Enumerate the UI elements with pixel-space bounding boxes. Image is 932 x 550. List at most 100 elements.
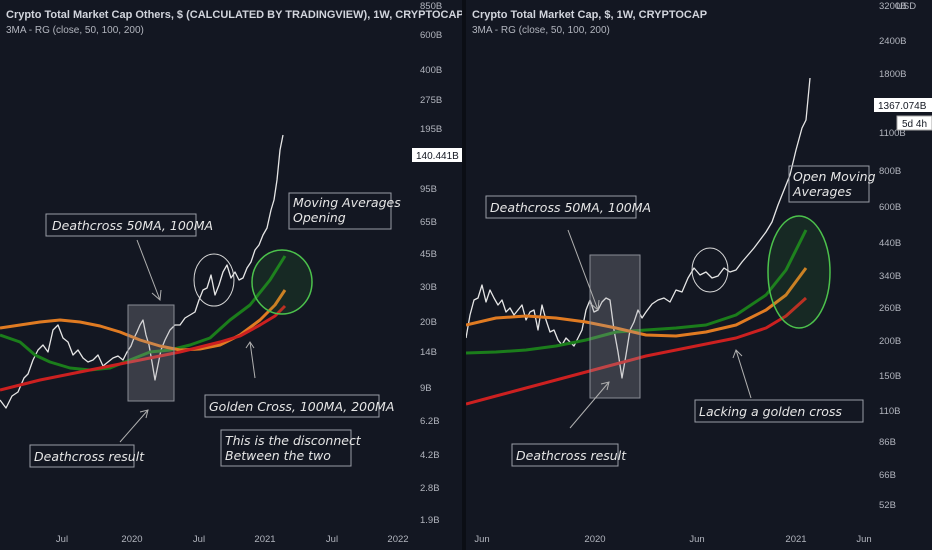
y-tick-label: 600B <box>420 30 442 41</box>
arrow-lacking-head <box>732 349 743 359</box>
price-circle-highlight <box>691 247 729 293</box>
y-axis-unit: USD <box>896 1 916 12</box>
left-chart-title: Crypto Total Market Cap Others, $ (CALCU… <box>6 9 462 21</box>
arrow-result-head <box>139 409 149 419</box>
y-tick-label: 86B <box>879 437 896 448</box>
y-tick-label: 4.2B <box>420 450 440 461</box>
left-chart-panel[interactable]: Deathcross 50MA, 100MA Moving Averages O… <box>0 0 462 550</box>
last-price-badge <box>412 148 462 162</box>
y-tick-label: 340B <box>879 271 901 282</box>
x-tick-label: 2020 <box>121 534 142 545</box>
y-tick-label: 1100B <box>879 128 906 139</box>
y-tick-label: 1800B <box>879 69 906 80</box>
y-tick-label: 30B <box>420 282 437 293</box>
x-tick-label: Jul <box>56 534 68 545</box>
x-tick-label: Jun <box>856 534 871 545</box>
y-tick-label: 260B <box>879 303 901 314</box>
y-tick-label: 150B <box>879 371 901 382</box>
arrow-result <box>119 409 149 443</box>
y-tick-label: 200B <box>879 336 901 347</box>
annot-box-open-ma <box>788 165 870 203</box>
deathcross-highlight-box <box>589 254 641 399</box>
x-tick-label: 2021 <box>254 534 275 545</box>
arrow-result <box>569 381 610 429</box>
series-ma200 <box>0 304 287 392</box>
y-tick-label: 600B <box>879 202 901 213</box>
y-tick-label: 95B <box>420 184 437 195</box>
series-ma100 <box>0 289 287 352</box>
panel-divider[interactable] <box>462 0 466 550</box>
countdown-label: 5d 4h <box>902 119 927 130</box>
annot-opening-2: Opening <box>293 210 346 225</box>
left-chart-subtitle: 3MA - RG (close, 50, 100, 200) <box>6 25 144 36</box>
annot-box-result <box>511 443 619 467</box>
annot-box-lacking <box>694 399 864 423</box>
series-ma50 <box>466 229 808 355</box>
annot-result: Deathcross result <box>516 448 627 463</box>
series-ma50 <box>0 255 287 372</box>
last-price-label: 140.441B <box>416 151 459 162</box>
x-tick-label: Jul <box>193 534 205 545</box>
y-tick-label: 275B <box>420 95 442 106</box>
right-chart[interactable]: Deathcross 50MA, 100MA Open Moving Avera… <box>466 0 932 550</box>
annot-box-result <box>29 444 135 468</box>
annot-box-deathcross <box>485 195 637 219</box>
arrow-golden-head <box>245 341 255 349</box>
arrow-deathcross-head <box>151 289 162 302</box>
y-tick-label: 6.2B <box>420 416 440 427</box>
arrow-lacking <box>735 349 752 399</box>
ma-opening-circle <box>767 215 831 329</box>
annot-deathcross: Deathcross 50MA, 100MA <box>490 200 651 215</box>
annot-golden: Golden Cross, 100MA, 200MA <box>209 399 394 414</box>
right-chart-subtitle: 3MA - RG (close, 50, 100, 200) <box>472 25 610 36</box>
x-tick-label: Jun <box>474 534 489 545</box>
y-tick-label: 110B <box>879 406 900 417</box>
last-price-label: 1367.074B <box>878 101 927 112</box>
countdown-badge <box>896 115 932 131</box>
y-tick-label: 850B <box>420 1 442 12</box>
annot-box-golden <box>204 394 380 418</box>
series-price <box>0 134 284 409</box>
series-ma200 <box>466 296 808 406</box>
y-tick-label: 20B <box>420 317 437 328</box>
annot-open-ma-2: Averages <box>792 184 852 199</box>
price-circle-highlight <box>193 253 235 307</box>
y-tick-label: 2.8B <box>420 483 440 494</box>
y-tick-label: 45B <box>420 249 437 260</box>
annot-box-disconnect <box>220 429 352 467</box>
y-tick-label: 400B <box>420 65 442 76</box>
y-tick-label: 3200B <box>879 1 906 12</box>
annot-deathcross: Deathcross 50MA, 100MA <box>52 218 213 233</box>
right-chart-panel[interactable]: Deathcross 50MA, 100MA Open Moving Avera… <box>466 0 932 550</box>
arrow-result-head <box>600 381 610 391</box>
x-tick-label: 2020 <box>584 534 605 545</box>
annot-result: Deathcross result <box>34 449 145 464</box>
y-tick-label: 66B <box>879 470 896 481</box>
y-tick-label: 52B <box>879 500 896 511</box>
y-tick-label: 9B <box>420 383 432 394</box>
x-tick-label: 2021 <box>785 534 806 545</box>
arrow-deathcross <box>136 239 161 301</box>
series-price <box>466 77 811 379</box>
arrow-deathcross <box>567 229 599 311</box>
last-price-badge <box>874 98 932 112</box>
y-tick-label: 2400B <box>879 36 906 47</box>
left-chart-background <box>0 0 462 550</box>
x-tick-label: Jul <box>326 534 338 545</box>
y-tick-label: 800B <box>879 166 901 177</box>
y-tick-label: 1.9B <box>420 515 440 526</box>
annot-lacking: Lacking a golden cross <box>699 404 842 419</box>
y-tick-label: 65B <box>420 217 437 228</box>
x-tick-label: Jun <box>689 534 704 545</box>
annot-disconnect-1: This is the disconnect <box>225 433 362 448</box>
right-chart-title: Crypto Total Market Cap, $, 1W, CRYPTOCA… <box>472 9 707 21</box>
arrow-deathcross-head <box>590 299 600 312</box>
arrow-golden <box>249 341 256 379</box>
x-tick-label: 2022 <box>387 534 408 545</box>
y-tick-label: 440B <box>879 238 901 249</box>
deathcross-highlight-box <box>127 304 175 402</box>
annot-box-opening <box>288 192 392 230</box>
left-chart[interactable]: Deathcross 50MA, 100MA Moving Averages O… <box>0 0 462 550</box>
annot-box-deathcross <box>45 213 197 237</box>
y-tick-label: 14B <box>420 347 437 358</box>
